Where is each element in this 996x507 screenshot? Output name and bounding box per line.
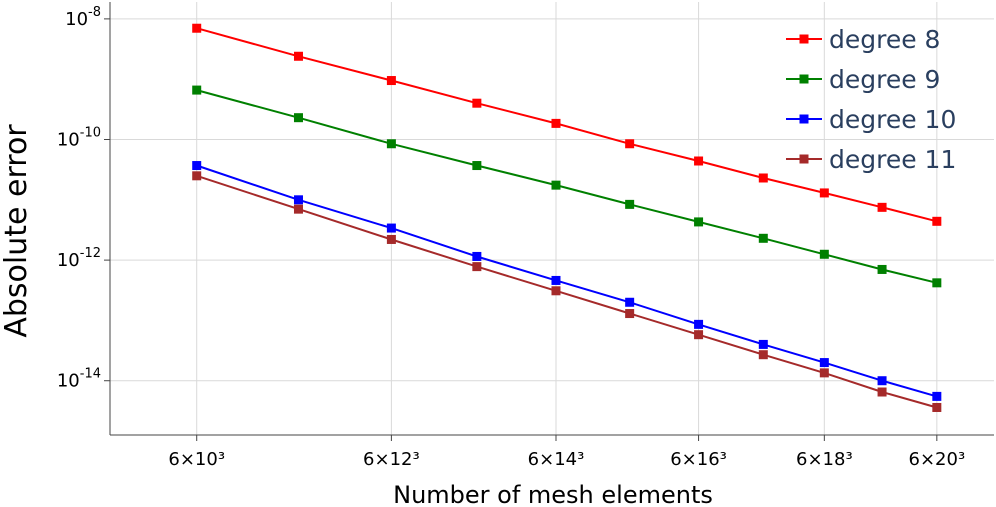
data-point	[877, 387, 887, 397]
data-point	[293, 195, 303, 205]
data-point	[472, 251, 482, 261]
data-point	[551, 286, 561, 296]
data-point	[877, 264, 887, 274]
x-tick-label: 6×10³	[168, 449, 225, 470]
data-point	[819, 358, 829, 368]
legend-label: degree 8	[829, 25, 940, 54]
legend-swatch-marker	[799, 74, 809, 84]
data-point	[625, 199, 635, 209]
legend-swatch-marker	[799, 154, 809, 164]
data-point	[758, 339, 768, 349]
data-point	[293, 113, 303, 123]
y-tick-label: 10-8	[65, 5, 101, 30]
series-degree-11	[192, 171, 942, 412]
data-point	[551, 275, 561, 285]
legend-swatch-marker	[799, 114, 809, 124]
y-tick-label: 10-10	[57, 125, 101, 150]
data-point	[551, 118, 561, 128]
data-point	[932, 216, 942, 226]
data-point	[694, 330, 704, 340]
legend-item: degree 10	[786, 105, 956, 134]
series-degree-9	[192, 85, 942, 288]
data-point	[819, 188, 829, 198]
series-degree-10	[192, 161, 942, 401]
x-tick-label: 6×20³	[909, 449, 966, 470]
data-point	[819, 368, 829, 378]
legend-label: degree 9	[829, 65, 940, 94]
legend: degree 8 degree 9 degree 10 degree 11	[786, 25, 956, 174]
x-tick-label: 6×12³	[363, 449, 420, 470]
data-point	[694, 217, 704, 227]
data-point	[386, 139, 396, 149]
legend-label: degree 11	[829, 145, 956, 174]
data-point	[625, 139, 635, 149]
legend-item: degree 8	[786, 25, 940, 54]
data-point	[293, 204, 303, 214]
y-axis-title: Absolute error	[0, 124, 34, 338]
data-point	[472, 262, 482, 272]
x-tick-label: 6×18³	[796, 449, 853, 470]
legend-swatch-marker	[799, 34, 809, 44]
x-tick-label: 6×16³	[670, 449, 727, 470]
legend-item: degree 11	[786, 145, 956, 174]
data-point	[932, 402, 942, 412]
data-point	[625, 309, 635, 319]
data-point	[192, 23, 202, 33]
data-point	[293, 51, 303, 61]
data-point	[192, 85, 202, 95]
tick-labels: 6×10³ 6×12³ 6×14³ 6×16³ 6×18³ 6×20³ 10-8 10-10 1…	[57, 5, 965, 470]
data-point	[877, 376, 887, 386]
data-point	[386, 76, 396, 86]
x-axis-title: Number of mesh elements	[393, 481, 713, 507]
data-point	[932, 278, 942, 288]
y-tick-label: 10-14	[57, 367, 101, 392]
data-point	[758, 233, 768, 243]
data-point	[819, 249, 829, 259]
series-layer	[192, 23, 942, 412]
axes	[104, 2, 994, 441]
data-point	[386, 234, 396, 244]
data-point	[551, 180, 561, 190]
legend-label: degree 10	[829, 105, 956, 134]
legend-item: degree 9	[786, 65, 940, 94]
data-point	[192, 171, 202, 181]
data-point	[472, 98, 482, 108]
data-point	[386, 223, 396, 233]
x-tick-label: 6×14³	[528, 449, 585, 470]
data-point	[758, 350, 768, 360]
data-point	[877, 202, 887, 212]
data-point	[192, 161, 202, 171]
data-point	[932, 391, 942, 401]
data-point	[625, 297, 635, 307]
data-point	[758, 173, 768, 183]
data-point	[694, 156, 704, 166]
data-point	[694, 319, 704, 329]
y-tick-label: 10-12	[57, 246, 101, 271]
series-degree-8	[192, 23, 942, 226]
data-point	[472, 161, 482, 171]
